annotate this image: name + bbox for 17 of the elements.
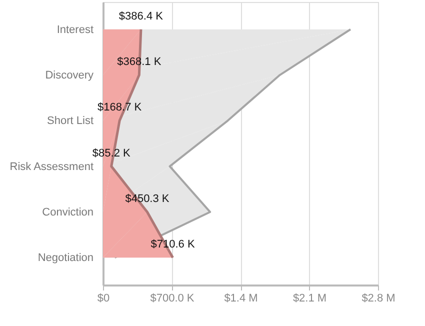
data-label: $710.6 K — [150, 238, 196, 251]
y-tick-label: Conviction — [42, 206, 94, 218]
data-label: $85.2 K — [92, 147, 131, 160]
x-tick-label: $700.0 K — [150, 292, 195, 304]
x-tick-label: $1.4 M — [224, 292, 258, 304]
x-tick-label: $2.1 M — [292, 292, 327, 304]
data-label: $450.3 K — [125, 192, 170, 205]
y-tick-label: Discovery — [45, 70, 94, 82]
data-label: $368.1 K — [117, 56, 162, 68]
x-tick-label: $2.8 M — [362, 292, 396, 304]
data-label: $386.4 K — [118, 10, 164, 22]
y-tick-label: Negotiation — [38, 252, 94, 264]
y-tick-label: Short List — [47, 115, 94, 128]
y-tick-label: Risk Assessment — [10, 160, 94, 173]
data-label: $168.7 K — [98, 102, 142, 114]
x-tick-label: $0 — [97, 292, 110, 304]
y-tick-label: Interest — [56, 24, 94, 36]
